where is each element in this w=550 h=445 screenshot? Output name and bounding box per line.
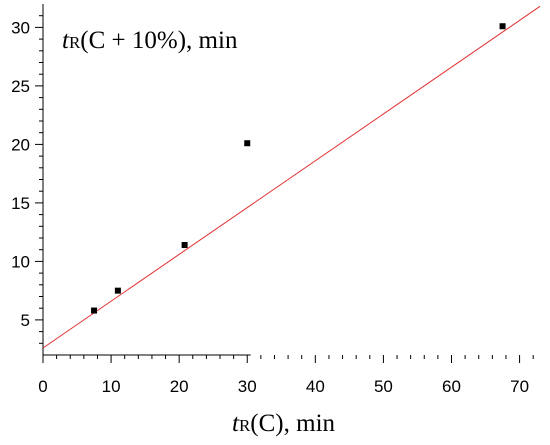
data-point: [244, 140, 251, 147]
axis-ticks: 0 10 20 30 40 50 60 70 5 10 15 20 25 30: [11, 4, 534, 396]
y-tick-label: 5: [21, 311, 30, 330]
x-tick-label: 30: [238, 377, 257, 396]
y-axis-title: tR(C + 10%), min: [62, 27, 238, 54]
fit-line: [42, 5, 541, 349]
data-point: [91, 307, 98, 314]
y-tick-label: 30: [11, 18, 30, 37]
data-points: [91, 23, 506, 314]
x-tick-label: 0: [38, 377, 47, 396]
x-tick-label: 60: [442, 377, 461, 396]
x-axis-title: tR(C), min: [232, 410, 336, 437]
y-tick-label: 10: [11, 252, 30, 271]
x-tick-label: 40: [306, 377, 325, 396]
y-tick-label: 20: [11, 135, 30, 154]
x-tick-label: 10: [102, 377, 121, 396]
x-tick-label: 20: [170, 377, 189, 396]
data-point: [499, 23, 506, 30]
data-point: [181, 242, 188, 249]
y-tick-label: 25: [11, 77, 30, 96]
fit-line-layer: [42, 5, 541, 349]
data-point: [114, 287, 121, 294]
x-tick-label: 70: [510, 377, 529, 396]
x-tick-label: 50: [374, 377, 393, 396]
y-tick-label: 15: [11, 194, 30, 213]
